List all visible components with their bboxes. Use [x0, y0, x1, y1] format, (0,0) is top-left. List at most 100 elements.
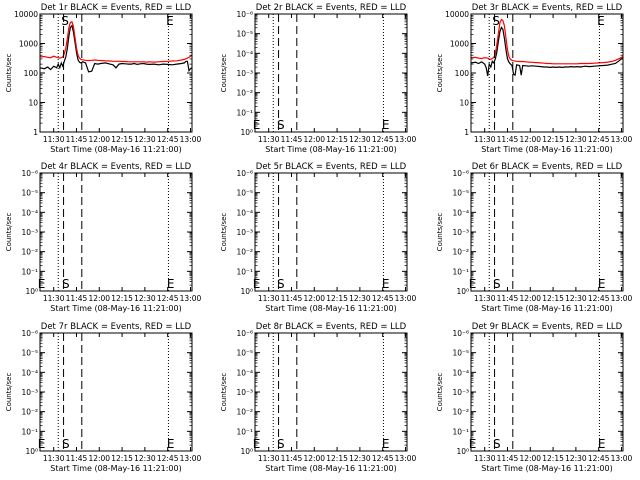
y-tick-label: 10⁰: [456, 447, 469, 456]
x-tick-label: 11:45: [281, 454, 303, 463]
marker-s: S: [493, 277, 501, 291]
y-tick-label: 100: [455, 69, 470, 78]
panel-title: Det 5r BLACK = Events, RED = LLD: [256, 162, 407, 172]
x-tick-label: 11:30: [474, 294, 496, 303]
marker-e: E: [598, 277, 606, 291]
marker-s: S: [277, 118, 285, 132]
y-tick-label: 10⁰: [240, 447, 253, 456]
x-tick-label: 12:15: [111, 454, 133, 463]
x-tick-label: 12:00: [88, 294, 110, 303]
x-tick-label: 11:45: [66, 454, 88, 463]
x-tick-label: 11:30: [258, 294, 280, 303]
y-tick-label: 10⁻³: [452, 228, 469, 237]
marker-e: E: [598, 437, 606, 451]
panel-det-6: Det 6r BLACK = Events, RED = LLD 11:30 11:…: [436, 162, 633, 313]
y-axis-label: Counts/sec: [220, 213, 228, 252]
y-axis-label: Counts/sec: [436, 213, 444, 252]
plot-frame: [39, 172, 193, 292]
panel-det-3: Det 3r BLACK = Events, RED = LLD 11:30 11:…: [436, 3, 633, 154]
y-axis-label: Counts/sec: [436, 54, 444, 93]
y-tick-label: 1: [464, 128, 469, 137]
marker-e: E: [253, 118, 261, 132]
x-tick-label: 12:15: [542, 454, 564, 463]
y-tick-label: 10⁻¹: [21, 427, 38, 436]
x-axis-label: Start Time (08-May-16 11:21:00): [481, 145, 612, 154]
y-tick-label: 10⁻³: [452, 388, 469, 397]
series-line-lld: [470, 18, 624, 65]
x-tick-label: 12:45: [372, 135, 394, 144]
panel-title: Det 9r BLACK = Events, RED = LLD: [472, 322, 623, 332]
marker-s: S: [61, 14, 69, 28]
panel-title: Det 4r BLACK = Events, RED = LLD: [41, 162, 192, 172]
y-tick-label: 10⁰: [240, 128, 253, 137]
y-tick-label: 10⁻²: [236, 89, 253, 98]
panel-title: Det 3r BLACK = Events, RED = LLD: [472, 3, 623, 13]
x-tick-label: 11:45: [66, 135, 88, 144]
x-tick-label: 13:00: [395, 294, 417, 303]
y-axis-label: Counts/sec: [436, 373, 444, 412]
y-tick-label: 10⁻⁶: [21, 169, 38, 178]
y-tick-label: 10⁻²: [236, 408, 253, 417]
y-tick-label: 10⁻²: [236, 248, 253, 257]
x-tick-label: 13:00: [611, 135, 633, 144]
panel-title: Det 2r BLACK = Events, RED = LLD: [256, 3, 407, 13]
series-line-events: [470, 26, 624, 77]
y-tick-label: 10⁻⁴: [21, 368, 38, 377]
marker-e: E: [469, 277, 477, 291]
x-tick-label: 12:30: [565, 135, 587, 144]
x-tick-label: 13:00: [611, 454, 633, 463]
x-tick-label: 13:00: [611, 294, 633, 303]
y-tick-label: 10⁻²: [452, 248, 469, 257]
x-tick-label: 12:45: [372, 294, 394, 303]
x-tick-label: 12:45: [588, 294, 610, 303]
y-tick-label: 10⁰: [456, 287, 469, 296]
marker-e: E: [382, 277, 390, 291]
x-tick-label: 12:45: [157, 294, 179, 303]
marker-e: E: [597, 14, 605, 28]
x-tick-label: 11:45: [497, 454, 519, 463]
x-axis-label: Start Time (08-May-16 11:21:00): [481, 464, 612, 473]
x-tick-label: 12:15: [326, 294, 348, 303]
y-tick-label: 10⁻¹: [21, 267, 38, 276]
y-tick-label: 10⁻¹: [236, 108, 253, 117]
x-axis-label: Start Time (08-May-16 11:21:00): [50, 464, 181, 473]
panel-title: Det 6r BLACK = Events, RED = LLD: [472, 162, 623, 172]
y-tick-label: 10⁻⁶: [452, 169, 469, 178]
y-tick-label: 10⁻³: [236, 388, 253, 397]
marker-s: S: [277, 437, 285, 451]
marker-e: E: [382, 437, 390, 451]
plot-frame: [254, 13, 408, 133]
x-tick-label: 12:45: [588, 454, 610, 463]
x-tick-label: 12:15: [542, 294, 564, 303]
plot-frame: [470, 332, 624, 452]
y-tick-label: 10⁻³: [236, 69, 253, 78]
x-tick-label: 12:30: [134, 294, 156, 303]
plot-frame: [39, 13, 193, 133]
x-axis-label: Start Time (08-May-16 11:21:00): [265, 464, 396, 473]
x-tick-label: 12:00: [88, 135, 110, 144]
series-line-events: [39, 24, 193, 73]
x-tick-label: 12:00: [519, 135, 541, 144]
x-tick-label: 11:30: [43, 294, 65, 303]
x-tick-label: 11:45: [497, 135, 519, 144]
x-tick-label: 12:15: [111, 135, 133, 144]
panel-title: Det 1r BLACK = Events, RED = LLD: [41, 3, 192, 13]
x-tick-label: 11:45: [66, 294, 88, 303]
x-tick-label: 11:45: [281, 294, 303, 303]
x-tick-label: 12:45: [157, 135, 179, 144]
plot-frame: [254, 332, 408, 452]
y-tick-label: 1: [33, 128, 38, 137]
series-line-lld: [39, 20, 193, 63]
x-tick-label: 12:00: [303, 294, 325, 303]
x-tick-label: 12:30: [349, 135, 371, 144]
plot-frame: [39, 332, 193, 452]
y-tick-label: 10000: [445, 10, 469, 19]
y-tick-label: 1000: [19, 40, 38, 49]
x-tick-label: 12:00: [303, 454, 325, 463]
x-tick-label: 12:15: [542, 135, 564, 144]
marker-s: S: [493, 437, 501, 451]
y-tick-label: 10⁻⁶: [236, 329, 253, 338]
y-tick-label: 10⁻⁵: [21, 189, 38, 198]
x-tick-label: 12:30: [134, 135, 156, 144]
x-tick-label: 12:15: [326, 135, 348, 144]
